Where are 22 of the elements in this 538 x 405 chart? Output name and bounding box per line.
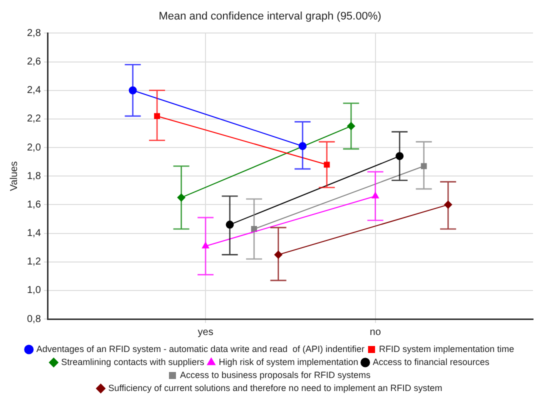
legend-label: Access to business proposals for RFID systems	[180, 370, 372, 380]
legend-label: RFID system implementation time	[379, 344, 514, 354]
y-tick-label: 2,6	[26, 56, 42, 68]
chart-title: Mean and confidence interval graph (95.00%)	[158, 10, 382, 23]
legend-label: High risk of system implementation	[218, 356, 358, 367]
y-tick-label: 1,8	[26, 170, 42, 182]
y-axis-title: Values	[8, 161, 20, 192]
legend-label: Streamlining contacts with suppliers	[61, 356, 205, 367]
y-tick-label: 2,0	[26, 142, 42, 154]
y-tick-label: 1,0	[26, 285, 42, 296]
y-tick-label: 0,8	[26, 314, 42, 325]
x-tick-label: no	[370, 326, 382, 338]
legend-label: Adventages of an RFID system - automatic data write and read of (API) indentifier	[36, 344, 365, 354]
y-tick-label: 2,4	[26, 85, 42, 96]
x-tick-label: yes	[198, 326, 214, 338]
y-tick-label: 2,2	[26, 114, 42, 125]
y-tick-label: 1,2	[26, 256, 42, 268]
legend-label: Sufficiency of current solutions and therefore no need to implement an RFID system	[108, 382, 442, 393]
legend-label: Access to financial resources	[372, 356, 490, 367]
y-tick-label: 1,4	[26, 228, 42, 240]
y-tick-label: 1,6	[26, 199, 42, 210]
y-tick-label: 2,8	[26, 28, 42, 39]
